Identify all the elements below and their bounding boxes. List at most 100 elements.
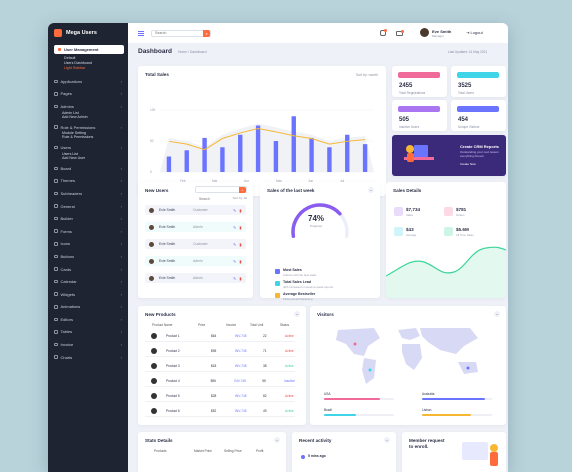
chevron-down-icon[interactable]: ⌄ xyxy=(274,437,280,443)
member-illustration xyxy=(462,442,498,466)
table-row[interactable]: Product 4 $96 INV-745 55 Inactive xyxy=(145,375,295,387)
sales-bar[interactable] xyxy=(291,116,296,172)
sidebar-item-9[interactable]: Builder › xyxy=(48,212,128,225)
sales-bar[interactable] xyxy=(255,125,261,173)
users-search-button[interactable]: ⌕ xyxy=(239,187,246,193)
sidebar-item-13[interactable]: Cards › xyxy=(48,263,128,276)
users-search-input[interactable] xyxy=(196,197,238,201)
avatar[interactable] xyxy=(420,28,429,37)
table-row[interactable]: Evie Smith Admin ✎ ▮ xyxy=(145,222,246,232)
sidebar-active-label: User Management xyxy=(64,47,99,52)
sales-detail-label: All Time Sales xyxy=(456,233,474,237)
table-row[interactable]: Product 1 $64 INV-745 22 Active xyxy=(145,330,295,342)
sidebar-item-0[interactable]: Applications › xyxy=(48,75,128,88)
users-sort[interactable]: Sort by: All xyxy=(232,196,247,200)
sidebar-item-icon xyxy=(54,242,58,246)
stat-card[interactable]: 3525 Total Users xyxy=(451,66,506,97)
delete-icon[interactable]: ▮ xyxy=(239,241,242,247)
sales-bar[interactable] xyxy=(345,134,350,172)
chevron-right-icon: › xyxy=(120,342,122,348)
chevron-right-icon: › xyxy=(120,91,122,97)
table-row[interactable]: Product 5 $28 INV-745 82 Active xyxy=(145,390,295,402)
sidebar-item-15[interactable]: Widgets › xyxy=(48,288,128,301)
sidebar-subitem[interactable]: Role & Permissions xyxy=(62,135,94,140)
chevron-down-icon[interactable]: ⌄ xyxy=(294,311,300,317)
promo-link[interactable]: Create Now xyxy=(460,162,476,166)
sales-bar[interactable] xyxy=(184,150,189,172)
sales-detail-value: $7,734 xyxy=(406,207,421,212)
stat-card[interactable]: 454 Unique Visitors xyxy=(451,100,506,131)
sidebar-subitem[interactable]: Module Setting xyxy=(62,131,86,136)
stats-col-selling-price: Selling Price xyxy=(224,449,242,453)
sales-bar[interactable] xyxy=(362,144,368,172)
table-row[interactable]: Evie Smith Customer ✎ ▮ xyxy=(145,239,246,249)
sidebar-subitem-users-dashboard[interactable]: Users Dashboard xyxy=(64,61,92,65)
sidebar-item-1[interactable]: Pages › xyxy=(48,88,128,101)
chevron-down-icon[interactable]: ⌄ xyxy=(368,187,374,193)
sidebar-item-2[interactable]: Admins › xyxy=(48,100,128,113)
sales-bar[interactable] xyxy=(166,156,172,173)
map-marker[interactable] xyxy=(466,366,470,370)
sidebar-item-11[interactable]: Icons › xyxy=(48,238,128,251)
delete-icon[interactable]: ▮ xyxy=(239,224,242,230)
table-row[interactable]: Evie Smith Customer ✎ ▮ xyxy=(145,205,246,215)
edit-icon[interactable]: ✎ xyxy=(233,275,237,281)
table-row[interactable]: Product 6 $52 INV-745 49 Active xyxy=(145,405,295,417)
sidebar-item-user-management[interactable]: User Management xyxy=(54,45,124,54)
sidebar-subitem[interactable]: Admin List xyxy=(62,110,79,115)
sidebar-item-7[interactable]: Subheaders › xyxy=(48,187,128,200)
sidebar-subitem-light-sidebar[interactable]: Light Sidebar xyxy=(64,66,86,70)
sidebar-subitem-default[interactable]: Default xyxy=(64,56,76,60)
table-row[interactable]: Product 3 $18 INV-745 38 Active xyxy=(145,360,295,372)
sales-bar[interactable] xyxy=(273,141,279,172)
sales-bar[interactable] xyxy=(238,134,243,172)
search-button[interactable]: ⌕ xyxy=(203,29,210,37)
delete-icon[interactable]: ▮ xyxy=(239,275,242,281)
sidebar-item-17[interactable]: Editors › xyxy=(48,313,128,326)
sidebar-item-8[interactable]: General › xyxy=(48,200,128,213)
sidebar-item-19[interactable]: Invoice › xyxy=(48,338,128,351)
map-marker[interactable] xyxy=(353,342,357,346)
sidebar-item-20[interactable]: Charts › xyxy=(48,351,128,364)
sidebar-item-4[interactable]: Users › xyxy=(48,141,128,154)
stat-card[interactable]: 505 Inactive Users xyxy=(392,100,447,131)
mail-icon[interactable] xyxy=(396,30,404,36)
edit-icon[interactable]: ✎ xyxy=(233,258,237,264)
sidebar-item-12[interactable]: Buttons › xyxy=(48,250,128,263)
bell-icon[interactable] xyxy=(380,29,387,36)
sidebar-item-6[interactable]: Themes › xyxy=(48,175,128,188)
map-marker[interactable] xyxy=(368,368,372,372)
sales-bar[interactable] xyxy=(202,137,207,172)
sidebar-item-18[interactable]: Tables › xyxy=(48,326,128,339)
hamburger-icon[interactable] xyxy=(138,30,144,36)
sidebar-item-5[interactable]: Board › xyxy=(48,162,128,175)
table-row[interactable]: Evie Smith Admin ✎ ▮ xyxy=(145,273,246,283)
logo[interactable]: Mega Users xyxy=(48,23,128,43)
table-row[interactable]: Evie Smith Admin ✎ ▮ xyxy=(145,256,246,266)
sidebar-item-10[interactable]: Forms › xyxy=(48,225,128,238)
table-row[interactable]: Product 2 $95 INV-745 71 Active xyxy=(145,345,295,357)
delete-icon[interactable]: ▮ xyxy=(239,207,242,213)
sales-bar[interactable] xyxy=(327,147,332,172)
stat-card[interactable]: 2455 Total Registrations xyxy=(392,66,447,97)
app-window: Mega Users User Management Default Users… xyxy=(48,23,508,472)
sidebar-subitem[interactable]: Users List xyxy=(62,151,78,156)
chevron-right-icon: › xyxy=(120,190,122,196)
sidebar-item-3[interactable]: Role & Permissions › xyxy=(48,121,128,134)
sidebar-item-14[interactable]: Calendar › xyxy=(48,275,128,288)
search-input[interactable] xyxy=(152,31,204,35)
chevron-right-icon: › xyxy=(120,279,122,285)
sort-dropdown[interactable]: Sort by: month xyxy=(355,73,378,77)
chevron-down-icon[interactable]: ⌄ xyxy=(384,437,390,443)
sidebar-subitem[interactable]: Add New Admin xyxy=(62,114,88,119)
chevron-down-icon[interactable]: ⌄ xyxy=(494,311,500,317)
sales-bar[interactable] xyxy=(309,137,314,172)
sidebar-item-16[interactable]: Animations › xyxy=(48,301,128,314)
edit-icon[interactable]: ✎ xyxy=(233,207,237,213)
edit-icon[interactable]: ✎ xyxy=(233,224,237,230)
sales-bar[interactable] xyxy=(220,147,225,172)
delete-icon[interactable]: ▮ xyxy=(239,258,242,264)
edit-icon[interactable]: ✎ xyxy=(233,241,237,247)
sidebar-subitem[interactable]: Add New User xyxy=(62,155,86,160)
logout-button[interactable]: ⇥ Logout xyxy=(466,30,483,35)
